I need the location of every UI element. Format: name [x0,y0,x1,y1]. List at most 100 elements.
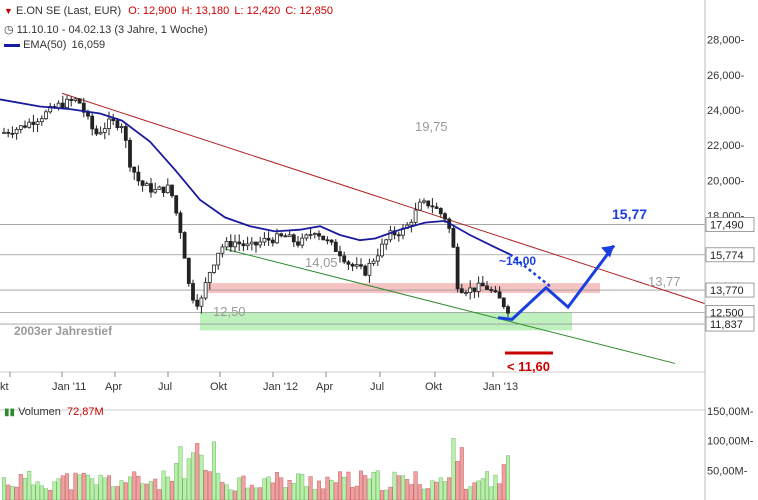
volume-bar [308,476,313,500]
peak-annotation: 19,75 [415,119,448,134]
volume-bar [144,483,149,500]
candle-up [27,121,32,128]
candle-down [443,213,447,220]
candle-down [81,102,86,113]
candle-up [468,287,473,293]
volume-bar [455,461,460,500]
volume-bar [220,482,225,500]
candle-up [384,239,389,245]
time-tick-label: Jul [370,381,384,393]
candle-down [174,195,179,214]
volume-bar [367,478,372,500]
candle-down [254,241,258,246]
candle-up [44,111,48,120]
volume-bar [451,438,456,500]
candle-up [107,118,111,130]
ema-swatch-icon [4,43,20,47]
volume-bar [94,484,99,500]
volume-bar [186,458,191,500]
candle-up [367,262,372,276]
price-tick-label: 28,000- [707,35,745,47]
jahrestief-label: 2003er Jahrestief [14,324,113,338]
candle-down [123,126,128,141]
price-level-box [705,217,755,232]
candle-down [321,235,326,241]
period-row: ◷ 11.10.10 - 04.02.13 (3 Jahre, 1 Woche) [4,23,208,36]
candle-down [86,111,90,117]
price-level-box [705,316,755,332]
volume-bar [258,487,263,500]
volume-bar [90,478,95,500]
candle-down [333,241,338,252]
volume-bar [396,475,401,500]
price-level-label: 12,500 [710,307,744,319]
zone-layer [200,283,600,331]
stop-annotation: < 11,60 [507,359,551,374]
candle-down [182,232,187,259]
gridline-layer [0,224,705,325]
volume-bar [216,473,221,500]
candle-down [350,263,355,267]
volume-bar [270,482,275,500]
volume-bar [409,484,414,500]
candle-down [266,237,271,241]
volume-bar [325,476,330,500]
volume-bar [354,485,359,500]
candle-down [317,233,321,237]
candle-down [170,184,174,197]
resistance-zone [205,283,600,294]
candle-down [279,233,284,237]
volume-bar [468,486,473,500]
candle-up [308,234,313,236]
volume-bar [85,474,90,500]
candle-down [140,180,145,186]
candle-up [39,118,44,123]
forecast-path [497,244,616,321]
clock-icon: ◷ [4,24,14,36]
volume-bar [10,486,15,500]
volume-bar [426,488,431,500]
candle-down [10,132,15,135]
volume-bar [493,474,498,500]
volume-bar [56,478,61,500]
candle-up [409,221,414,226]
candle-layer [2,95,510,318]
candle-down [338,251,342,257]
volume-bar [211,441,216,500]
volume-bar [312,489,317,500]
candle-up [165,184,170,194]
volume-bar [35,481,40,500]
volume-bar [363,475,368,500]
volume-bar [476,480,481,500]
time-tick-label: Jan '13 [483,381,518,393]
time-tick-label: Jan '12 [263,381,298,393]
candle-down [149,183,153,193]
volume-bar [178,446,183,500]
volume-bar [52,481,57,500]
volume-bar [443,481,448,500]
candle-up [65,98,69,108]
volume-bar [245,487,250,500]
volume-bar [506,455,511,500]
volume-bar [304,486,309,500]
candle-up [371,260,376,264]
volume-bar [64,473,69,500]
candle-down [472,287,477,292]
volume-bar [417,484,422,500]
candle-down [455,246,460,290]
candle-down [325,239,330,242]
candle-up [476,282,481,292]
price-level-box [705,282,755,298]
volume-tick-label: 100,00M- [707,436,754,448]
volume-layer [0,409,705,500]
time-tick-label: Okt [210,381,227,393]
volume-bar [422,488,427,500]
candle-down [115,120,120,128]
forecast-arrowhead-icon [601,245,614,258]
candle-down [342,255,347,263]
candle-up [199,297,204,307]
volume-bar [413,471,418,500]
volume-bar [501,464,506,500]
candle-down [291,234,296,243]
